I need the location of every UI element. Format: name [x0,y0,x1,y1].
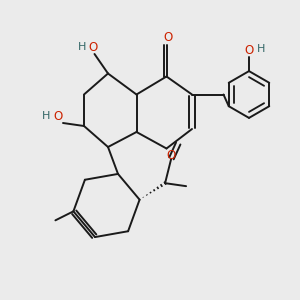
Text: O: O [167,148,176,162]
Text: H: H [257,44,265,54]
Text: O: O [88,41,98,54]
Text: O: O [244,44,253,57]
Text: O: O [164,31,172,44]
Text: H: H [78,41,86,52]
Text: O: O [54,110,63,123]
Text: H: H [42,110,51,121]
